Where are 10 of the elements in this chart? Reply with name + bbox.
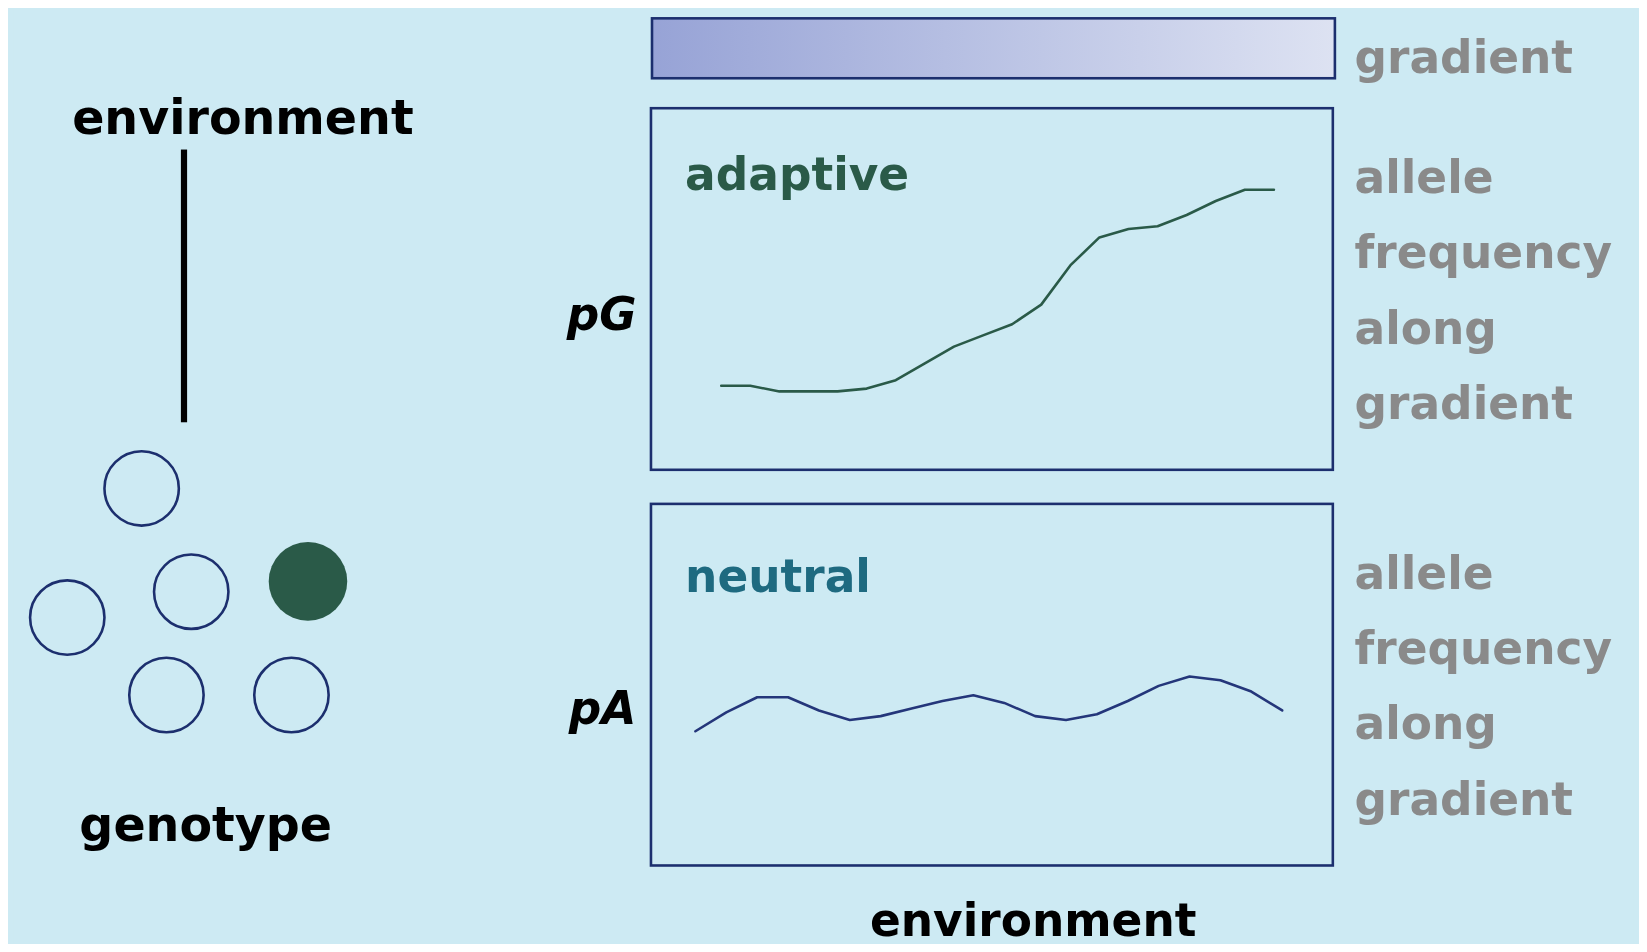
text: allele frequency along gradient <box>1354 546 1613 826</box>
chart-title: neutral <box>685 549 871 603</box>
y-axis-title: pG <box>565 288 637 342</box>
y-axis-title: pA <box>567 681 637 735</box>
text: environment <box>72 90 414 146</box>
chart-title: adaptive <box>685 147 910 201</box>
text: gradient <box>1354 31 1574 85</box>
x-axis-title: environment <box>869 893 1197 947</box>
text: genotype <box>79 796 333 852</box>
text: allele frequency along gradient <box>1354 150 1613 431</box>
